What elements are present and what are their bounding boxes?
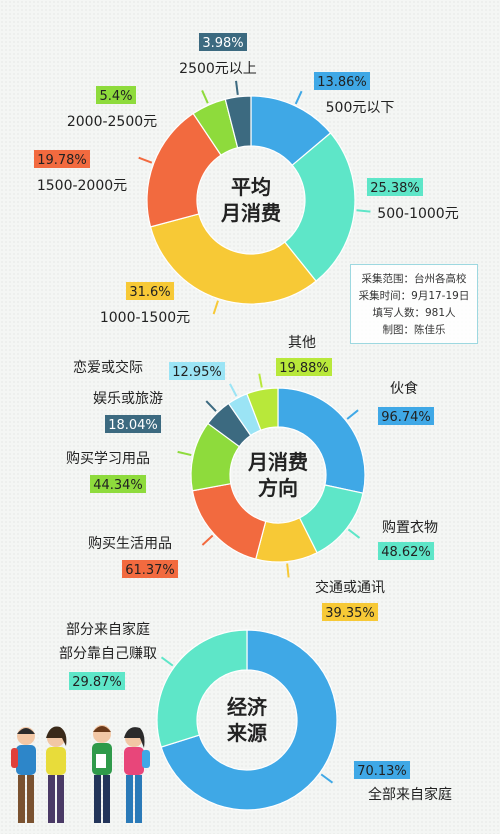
pct-badge — [90, 475, 146, 493]
slice-category-label: 500-1000元 — [377, 206, 458, 222]
slice-category-label: 1500-2000元 — [37, 178, 127, 194]
pct-badge — [169, 362, 225, 380]
pct-badge — [126, 282, 174, 300]
student-figure — [124, 727, 150, 823]
slice-percent-label: 29.87% — [72, 675, 122, 690]
slice-percent-label: 3.98% — [202, 36, 243, 51]
donut-slice — [283, 132, 356, 282]
slice-category-label: 伙食 — [390, 380, 418, 397]
donut-center-label: 来源 — [226, 721, 267, 745]
survey-count: 填写人数：981人 — [372, 307, 456, 319]
slice-category-label: 2500元以上 — [179, 61, 257, 77]
slice-percent-label: 19.78% — [37, 153, 87, 168]
survey-time: 采集时间：9月17-19日 — [358, 290, 470, 302]
leader-line — [229, 383, 238, 397]
slice-percent-label: 19.88% — [279, 361, 329, 376]
donut-slice — [146, 112, 222, 228]
slice-category-label: 购买学习用品 — [66, 451, 150, 467]
leader-line — [201, 90, 209, 104]
donut-slice — [156, 629, 248, 748]
pct-badge — [34, 150, 90, 168]
slice-percent-label: 25.38% — [370, 181, 420, 196]
pct-badge — [378, 542, 434, 560]
slice-category-label: 娱乐或旅游 — [93, 391, 163, 407]
pct-badge — [314, 72, 370, 90]
slice-category-label: 交通或通讯 — [315, 579, 385, 596]
leader-line — [294, 90, 303, 105]
leader-line — [160, 656, 174, 667]
slice-category-label: 1000-1500元 — [100, 310, 190, 326]
slice-percent-label: 61.37% — [125, 563, 175, 578]
slice-category-label: 2000-2500元 — [67, 114, 157, 130]
pct-badge — [322, 603, 378, 621]
pct-badge — [378, 407, 434, 425]
survey-info-box: 采集范围：台州各高校 采集时间：9月17-19日 填写人数：981人 制图：陈佳… — [350, 264, 478, 344]
donut-center-label: 月消费 — [247, 450, 308, 474]
slice-percent-label: 96.74% — [381, 410, 431, 425]
donut-slice — [149, 213, 317, 305]
pct-badge — [276, 358, 332, 376]
survey-scope: 采集范围：台州各高校 — [361, 273, 467, 285]
leader-line — [177, 450, 192, 457]
slice-category-label: 购置衣物 — [382, 520, 438, 536]
leader-line — [212, 300, 219, 315]
leader-line — [201, 534, 214, 546]
donut-center-label: 平均 — [231, 175, 271, 199]
slice-category-label: 购买生活用品 — [88, 536, 172, 552]
slice-category-label: 其他 — [288, 335, 316, 351]
slice-percent-label: 12.95% — [172, 365, 222, 380]
slice-percent-label: 39.35% — [325, 606, 375, 621]
leader-line — [320, 773, 334, 784]
slice-category-label: 恋爱或交际 — [73, 359, 143, 376]
student-figure — [46, 726, 67, 823]
student-figure — [92, 725, 112, 823]
pct-badge — [122, 560, 178, 578]
spending-direction-donut: 96.74% 伙食 48.62% 购置衣物 39.35% 交通或通讯 61.37% 购买生活用… — [66, 335, 438, 621]
pct-badge — [96, 86, 136, 104]
donut-center-label: 方向 — [258, 476, 298, 500]
slice-percent-label: 18.04% — [108, 418, 158, 433]
leader-line — [205, 400, 217, 412]
students-illustration — [11, 725, 150, 823]
donut-slice — [191, 482, 267, 560]
leader-line — [286, 563, 290, 578]
slice-percent-label: 48.62% — [381, 545, 431, 560]
pct-badge — [105, 415, 161, 433]
pct-badge — [69, 672, 125, 690]
slice-category-label: 部分靠自己赚取 — [59, 646, 157, 662]
leader-line — [347, 528, 361, 539]
slice-percent-label: 44.34% — [93, 478, 143, 493]
leader-line — [258, 373, 263, 388]
slice-percent-label: 5.4% — [99, 89, 132, 104]
slice-percent-label: 31.6% — [129, 285, 170, 300]
chart-author: 制图：陈佳乐 — [382, 324, 446, 336]
avg-monthly-spending-donut: 13.86% 500元以下 25.38% 500-1000元 31.6% 1000-150… — [34, 33, 459, 326]
donut-slice — [277, 387, 366, 494]
slice-category-label: 全部来自家庭 — [368, 786, 452, 803]
donut-center-label: 经济 — [227, 695, 268, 719]
leader-line — [346, 409, 359, 420]
donut-center-label: 月消费 — [220, 201, 281, 225]
donut-slice — [224, 95, 252, 149]
pct-badge — [199, 33, 247, 51]
leader-line — [356, 209, 371, 213]
slice-percent-label: 70.13% — [357, 764, 407, 779]
slice-percent-label: 13.86% — [317, 75, 367, 90]
leader-line — [235, 80, 239, 95]
donut-slice — [160, 629, 338, 811]
pct-badge — [367, 178, 423, 196]
leader-line — [138, 156, 153, 164]
donut-slice — [246, 387, 279, 431]
pct-badge — [354, 761, 410, 779]
slice-category-label: 部分来自家庭 — [66, 621, 150, 638]
student-figure — [11, 727, 36, 823]
slice-category-label: 500元以下 — [326, 100, 395, 116]
